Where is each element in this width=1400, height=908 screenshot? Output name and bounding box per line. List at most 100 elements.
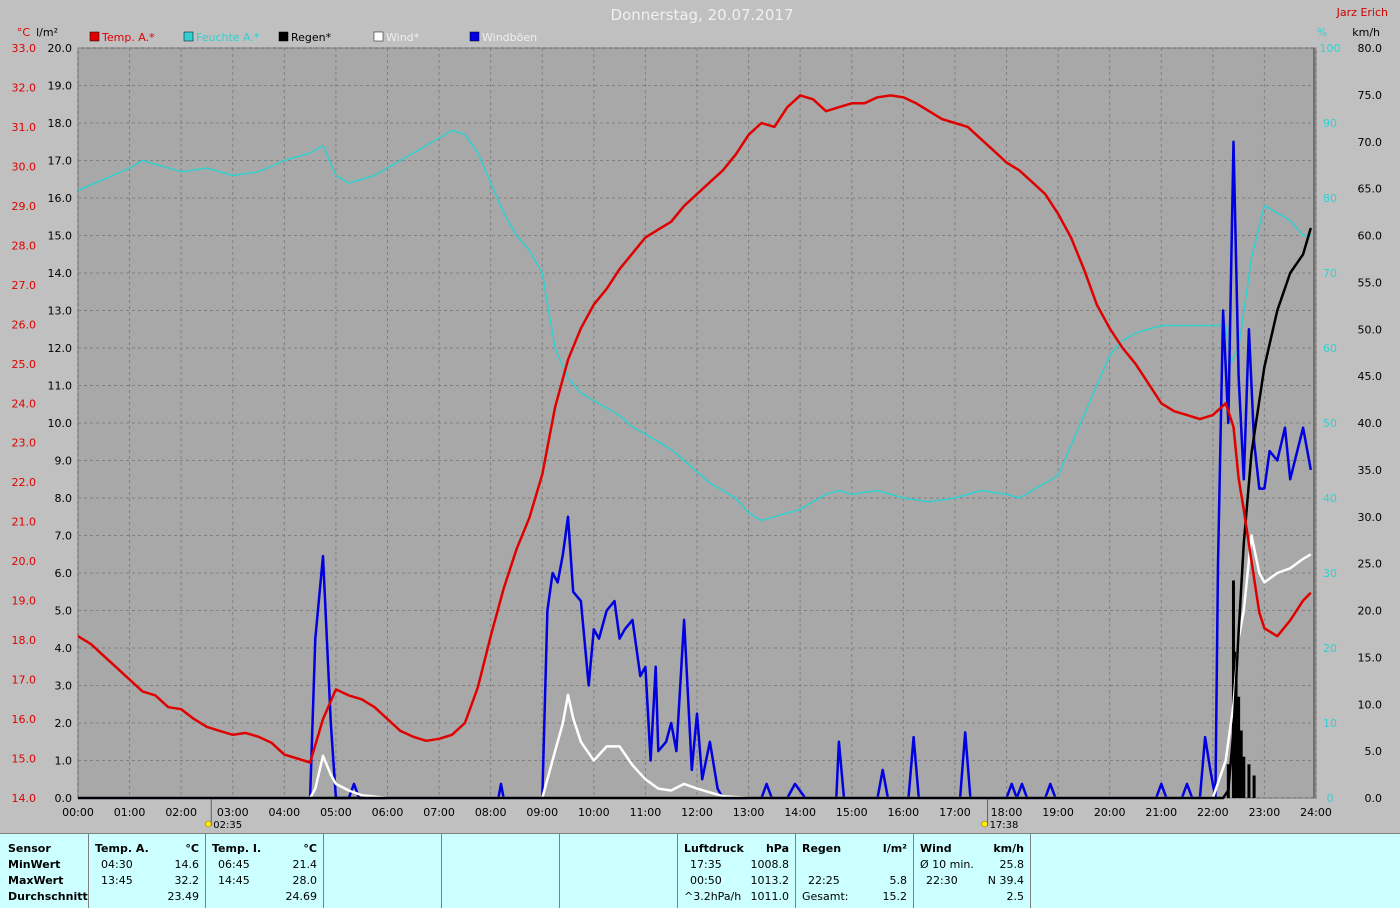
- stats-wind-unit: km/h: [993, 842, 1024, 855]
- stats-rain-header: Regen: [802, 842, 842, 855]
- stats-trend: ^3.2hPa/h: [684, 890, 742, 903]
- stats-value: 25.8: [999, 858, 1025, 871]
- rain-tick-label: 11.0: [48, 380, 73, 393]
- rain-tick-label: 14.0: [48, 267, 73, 280]
- rain-tick-label: 5.0: [55, 605, 73, 618]
- rain-tick-label: 1.0: [55, 755, 73, 768]
- stats-temp-a-header: Temp. A.: [95, 842, 149, 855]
- temp-tick-label: 26.0: [12, 318, 37, 331]
- temp-tick-label: 17.0: [12, 674, 37, 687]
- stats-rain-unit: l/m²: [882, 842, 907, 855]
- rain-tick-label: 16.0: [48, 192, 73, 205]
- humidity-tick-label: 50: [1323, 417, 1337, 430]
- wind-tick-label: 60.0: [1358, 230, 1383, 243]
- temp-tick-label: 33.0: [12, 42, 37, 55]
- wind-tick-label: 80.0: [1358, 42, 1383, 55]
- stats-empty-col: [324, 834, 442, 908]
- stats-temp-a-unit: °C: [185, 842, 199, 855]
- rain-tick-label: 20.0: [48, 42, 73, 55]
- rain-tick-label: 17.0: [48, 155, 73, 168]
- wind-tick-label: 30.0: [1358, 511, 1383, 524]
- x-tick-label: 04:00: [268, 806, 300, 819]
- humidity-tick-label: 30: [1323, 567, 1337, 580]
- wind-tick-label: 70.0: [1358, 136, 1383, 149]
- stats-value: 2.5: [1006, 890, 1025, 903]
- rain-tick-label: 10.0: [48, 417, 73, 430]
- stats-temp-a-col: Temp. A. °C 04:30 14.6 13:45 32.2 23.49: [89, 834, 206, 908]
- chart-canvas: 00:00 01:00 02:00 03:00 04:00 05:00 06:00 07:00…: [12, 6, 1389, 831]
- stats-sensor-col: Sensor MinWert MaxWert Durchschnitt: [0, 834, 89, 908]
- stats-sensor-header: Sensor: [8, 842, 51, 855]
- stats-time: 06:45: [218, 858, 250, 871]
- rain-bar: [1234, 651, 1238, 798]
- x-tick-label: 21:00: [1145, 806, 1177, 819]
- sun-icon: [981, 820, 988, 828]
- legend-label: Wind*: [386, 31, 420, 44]
- stats-temp-i-unit: °C: [303, 842, 317, 855]
- wind-tick-label: 15.0: [1358, 651, 1383, 664]
- x-tick-label: 18:00: [991, 806, 1023, 819]
- rain-tick-label: 4.0: [55, 642, 73, 655]
- temp-tick-label: 22.0: [12, 476, 37, 489]
- rain-tick-label: 8.0: [55, 492, 73, 505]
- temp-tick-label: 30.0: [12, 160, 37, 173]
- rain-tick-label: 6.0: [55, 567, 73, 580]
- series-line-wind: [78, 534, 1312, 800]
- legend-label: Feuchte A.*: [196, 31, 260, 44]
- x-tick-label: 17:00: [939, 806, 971, 819]
- temp-tick-label: 27.0: [12, 279, 37, 292]
- series-line-temp-a: [77, 94, 1312, 764]
- weather-chart: 00:00 01:00 02:00 03:00 04:00 05:00 06:00 07:00…: [12, 6, 1389, 831]
- x-tick-label: 02:00: [165, 806, 197, 819]
- rain-bar: [1252, 775, 1256, 798]
- temp-tick-label: 25.0: [12, 358, 37, 371]
- stats-value: 14.6: [174, 858, 200, 871]
- temp-tick-label: 15.0: [12, 753, 37, 766]
- rain-bar: [1247, 764, 1251, 798]
- stats-time: 13:45: [101, 874, 133, 887]
- rain-tick-label: 13.0: [48, 305, 73, 318]
- x-tick-label: 05:00: [320, 806, 352, 819]
- stats-wind-col: Wind km/h Ø 10 min. 25.8 22:30 N 39.4 2.…: [914, 834, 1031, 908]
- wind-tick-label: 5.0: [1365, 745, 1383, 758]
- stats-row-label: MinWert: [8, 858, 61, 871]
- x-tick-label: 01:00: [114, 806, 146, 819]
- stats-wind-header: Wind: [920, 842, 952, 855]
- rain-tick-label: 2.0: [55, 717, 73, 730]
- x-tick-label: 10:00: [578, 806, 610, 819]
- stats-time: 17:35: [690, 858, 722, 871]
- temp-tick-label: 23.0: [12, 437, 37, 450]
- rain-tick-label: 18.0: [48, 117, 73, 130]
- x-tick-label: 09:00: [526, 806, 558, 819]
- humidity-tick-label: 40: [1323, 492, 1337, 505]
- stats-value: 21.4: [292, 858, 318, 871]
- temp-tick-label: 19.0: [12, 595, 37, 608]
- humidity-tick-label: 20: [1323, 642, 1337, 655]
- stats-total-label: Gesamt:: [802, 890, 849, 903]
- legend-swatch: [278, 31, 289, 42]
- x-tick-label: 06:00: [372, 806, 404, 819]
- x-tick-label: 08:00: [475, 806, 507, 819]
- rain-tick-label: 0.0: [55, 792, 73, 805]
- wind-tick-label: 0.0: [1365, 792, 1383, 805]
- stats-value: 1011.0: [750, 890, 790, 903]
- stats-time: 22:30: [926, 874, 958, 887]
- x-tick-label: 15:00: [836, 806, 868, 819]
- wind-unit-label: km/h: [1352, 26, 1380, 39]
- temp-tick-label: 14.0: [12, 792, 37, 805]
- stats-value: 5.8: [889, 874, 908, 887]
- stats-value: 1008.8: [750, 858, 790, 871]
- stats-value: N 39.4: [987, 874, 1024, 887]
- temp-tick-label: 29.0: [12, 200, 37, 213]
- legend-label: Temp. A.*: [101, 31, 155, 44]
- stats-empty-col: [560, 834, 678, 908]
- x-tick-label: 23:00: [1249, 806, 1281, 819]
- stats-label: Ø 10 min.: [920, 858, 974, 871]
- stats-value: 23.49: [167, 890, 200, 903]
- temp-tick-label: 28.0: [12, 239, 37, 252]
- rain-bar: [1239, 730, 1243, 798]
- legend-label: Regen*: [291, 31, 332, 44]
- statistics-panel: Sensor MinWert MaxWert Durchschnitt Temp…: [0, 833, 1400, 908]
- stats-time: 14:45: [218, 874, 250, 887]
- wind-tick-label: 75.0: [1358, 89, 1383, 102]
